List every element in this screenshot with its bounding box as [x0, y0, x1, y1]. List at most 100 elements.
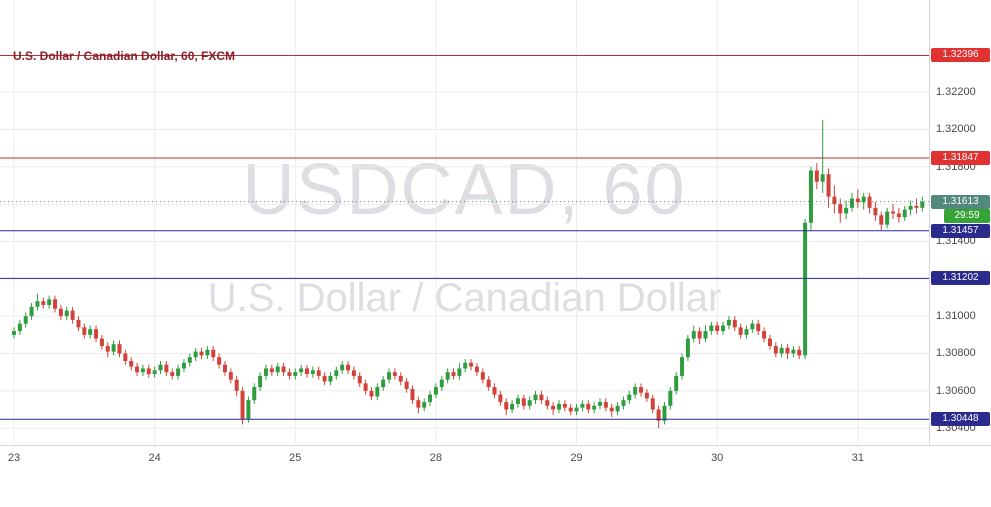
candle-body [474, 366, 479, 373]
price-tick-label: 1.32200 [936, 86, 976, 99]
candle-body [457, 368, 462, 376]
candle-body [539, 394, 544, 401]
candle-body [129, 360, 134, 367]
candle-body [258, 375, 263, 388]
candle-body [486, 379, 491, 388]
candle-body [545, 400, 550, 406]
candle-body [551, 405, 556, 410]
current-price-badge: 1.31613 [931, 194, 990, 209]
candle-body [451, 372, 456, 376]
candle-body [428, 394, 433, 403]
candle-body [416, 400, 421, 408]
candle-body [791, 349, 796, 354]
candle-body [170, 372, 175, 376]
bar-countdown-badge: 29:59 [944, 208, 990, 223]
candle-body [217, 357, 222, 365]
candle-body [123, 353, 128, 361]
candle-body [814, 170, 819, 182]
candle-body [211, 349, 216, 358]
candle-body [181, 362, 186, 369]
candle-body [82, 327, 87, 335]
resistance-price-badge: 1.32396 [931, 48, 990, 63]
candle-body [252, 387, 257, 401]
symbol-title[interactable]: U.S. Dollar / Canadian Dollar, 60, FXCM [13, 49, 236, 63]
candle-body [603, 402, 608, 408]
candle-body [363, 383, 368, 391]
candle-body [387, 372, 392, 380]
candle-body [41, 301, 46, 305]
time-tick-label: 28 [429, 452, 443, 464]
support-price-badge: 1.30448 [931, 412, 990, 427]
candle-body [521, 398, 526, 406]
candle-body [568, 407, 573, 412]
candle-body [902, 209, 907, 218]
candle-body [527, 400, 532, 406]
candle-body [234, 379, 239, 391]
candle-body [269, 368, 274, 373]
candle-body [328, 375, 333, 382]
candle-body [240, 390, 245, 419]
price-axis[interactable]: 1.322001.320001.318001.316001.314001.312… [929, 0, 991, 445]
candle-body [621, 400, 626, 406]
candle-body [64, 310, 69, 317]
candle-body [305, 368, 309, 375]
candle-body [152, 370, 157, 375]
candle-body [767, 338, 772, 347]
price-tick-label: 1.31000 [936, 310, 976, 323]
candle-body [375, 387, 380, 397]
time-tick-label: 23 [7, 452, 21, 464]
candle-body [316, 370, 321, 376]
candle-body [709, 325, 714, 332]
candle-body [826, 174, 831, 197]
candle-body [533, 394, 538, 401]
candle-body [99, 338, 104, 347]
candle-body [832, 196, 837, 205]
time-axis[interactable]: 23 24 25 28 29 30 31 [0, 445, 991, 507]
candle-body [94, 329, 99, 339]
candle-body [598, 402, 602, 406]
candle-body [592, 405, 597, 410]
candle-body [199, 351, 204, 356]
candle-body [222, 364, 227, 373]
candle-body [803, 222, 808, 356]
price-tick-label: 1.30600 [936, 384, 976, 397]
candle-body [346, 364, 351, 371]
candle-body [228, 372, 233, 380]
candle-body [797, 349, 802, 356]
candle-body [293, 372, 298, 376]
candle-body [820, 174, 825, 182]
candlestick-chart[interactable] [0, 0, 929, 445]
candle-body [381, 379, 386, 388]
candle-body [187, 357, 192, 363]
support-price-badge: 1.31202 [931, 271, 990, 286]
candle-body [609, 407, 614, 412]
candle-body [510, 403, 515, 410]
candle-body [744, 329, 749, 335]
candle-body [773, 346, 778, 354]
candle-body [23, 316, 28, 324]
candle-body [340, 364, 345, 371]
support-price-badge: 1.31457 [931, 223, 990, 238]
candle-body [556, 403, 561, 410]
time-tick-label: 25 [289, 452, 302, 464]
candle-body [351, 370, 356, 376]
candle-body [891, 211, 895, 214]
candle-body [715, 325, 720, 332]
candle-body [808, 170, 813, 223]
candle-body [515, 398, 520, 404]
candle-body [615, 405, 620, 412]
candle-body [867, 196, 872, 208]
candle-body [504, 402, 509, 410]
candle-body [574, 407, 579, 412]
candle-body [756, 323, 761, 332]
price-tick-label: 1.32000 [936, 123, 976, 136]
candle-body [433, 387, 438, 395]
candle-body [135, 366, 140, 373]
candle-body [873, 207, 878, 216]
candle-body [35, 301, 40, 307]
candle-body [246, 400, 251, 419]
time-tick-label: 30 [711, 452, 724, 464]
candle-body [58, 308, 63, 317]
candle-body [146, 368, 151, 375]
